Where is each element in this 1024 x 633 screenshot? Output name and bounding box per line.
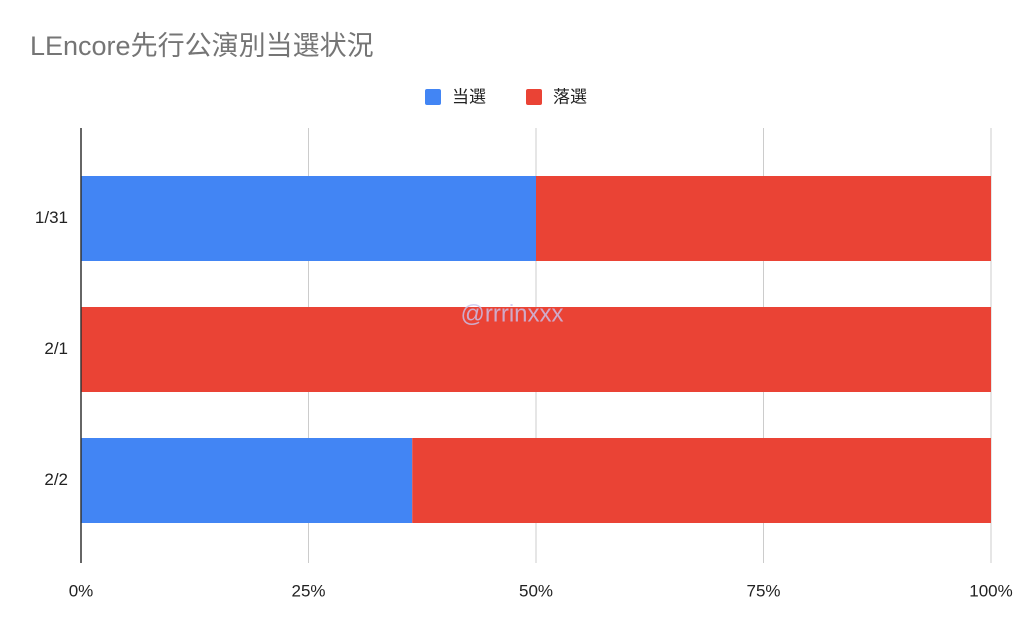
y-tick-label: 1/31 <box>35 208 68 227</box>
y-tick-label: 2/1 <box>44 339 68 358</box>
bar <box>81 176 536 261</box>
legend-label: 当選 <box>452 87 486 106</box>
x-tick-label: 0% <box>69 581 94 600</box>
bar <box>412 438 991 523</box>
watermark: @rrrinxxx <box>460 300 563 327</box>
legend-label: 落選 <box>553 87 587 106</box>
chart-title: LEncore先行公演別当選状況 <box>30 31 374 61</box>
x-tick-label: 50% <box>519 581 553 600</box>
y-tick-label: 2/2 <box>44 470 68 489</box>
legend-swatch <box>425 89 441 105</box>
x-tick-label: 100% <box>969 581 1012 600</box>
bar <box>81 438 413 523</box>
bar <box>536 176 991 261</box>
legend-swatch <box>526 89 542 105</box>
bar <box>81 307 991 392</box>
x-tick-label: 25% <box>291 581 325 600</box>
x-tick-label: 75% <box>746 581 780 600</box>
